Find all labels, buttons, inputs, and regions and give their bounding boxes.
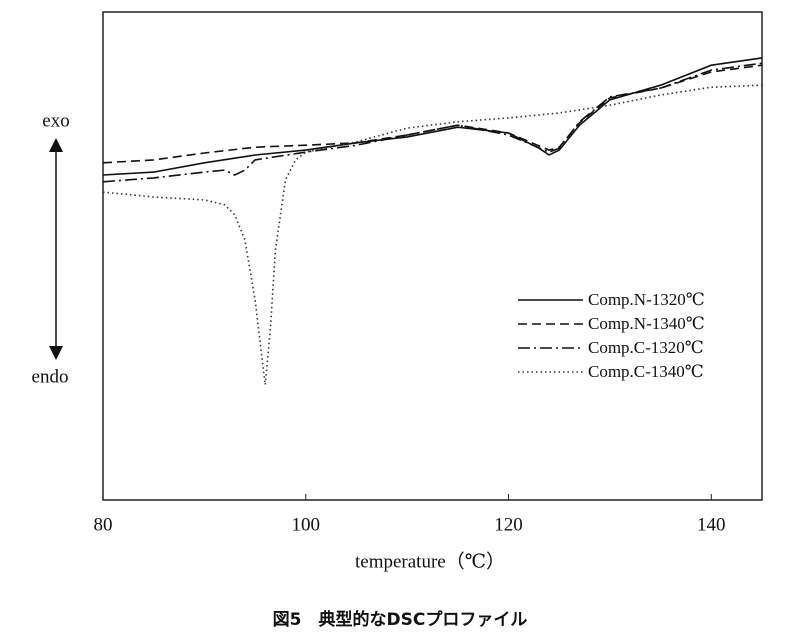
legend-label: Comp.N-1320℃ — [588, 290, 705, 309]
x-axis-label: temperature（℃） — [355, 550, 505, 572]
caption: 図5 典型的なDSCプロファイル — [273, 609, 528, 630]
legend-label: Comp.N-1340℃ — [588, 314, 705, 333]
x-tick-label: 100 — [292, 514, 321, 535]
legend-label: Comp.C-1320℃ — [588, 338, 704, 357]
series-line — [102, 64, 763, 164]
endo-label: endo — [32, 366, 69, 387]
x-tick-label: 80 — [94, 514, 113, 535]
exo-label: exo — [42, 110, 69, 131]
x-tick-label: 140 — [697, 514, 726, 535]
x-tick-label: 120 — [494, 514, 523, 535]
plot-frame — [102, 11, 763, 501]
legend-label: Comp.C-1340℃ — [588, 362, 704, 381]
series-line — [102, 62, 763, 183]
series-line — [102, 84, 763, 385]
series-line — [102, 57, 763, 176]
